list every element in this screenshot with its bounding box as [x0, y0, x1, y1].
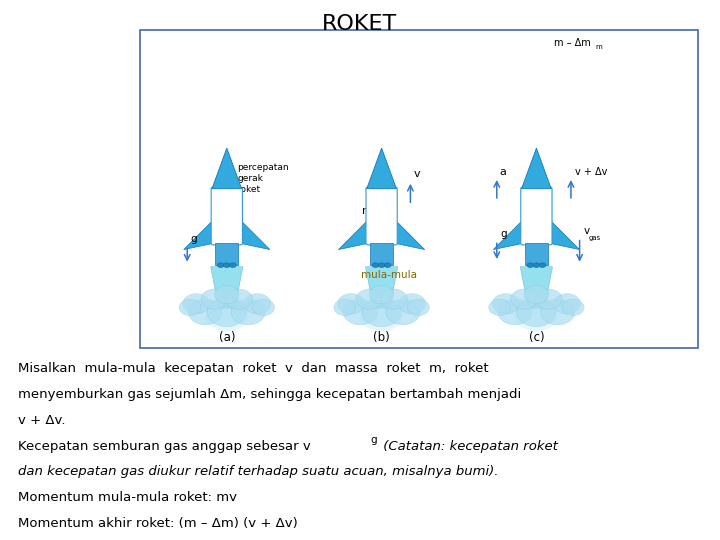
Ellipse shape: [223, 263, 230, 267]
Text: m – Δm: m – Δm: [554, 38, 591, 48]
Text: a: a: [499, 166, 506, 177]
Polygon shape: [395, 220, 425, 249]
Polygon shape: [211, 267, 243, 308]
Circle shape: [215, 285, 239, 303]
Circle shape: [225, 289, 253, 309]
Circle shape: [554, 294, 580, 314]
Text: (a): (a): [219, 331, 235, 344]
Circle shape: [510, 289, 538, 309]
Ellipse shape: [539, 263, 546, 267]
Text: Momentum mula-mula roket: mv: Momentum mula-mula roket: mv: [18, 491, 237, 504]
Text: g: g: [500, 228, 507, 239]
Circle shape: [183, 294, 210, 314]
Ellipse shape: [378, 263, 385, 267]
Circle shape: [205, 299, 248, 331]
FancyBboxPatch shape: [211, 187, 243, 245]
Circle shape: [380, 289, 408, 309]
Text: v: v: [414, 169, 420, 179]
Circle shape: [253, 299, 274, 316]
Polygon shape: [184, 220, 213, 249]
Circle shape: [334, 299, 356, 316]
Circle shape: [492, 294, 519, 314]
Polygon shape: [550, 220, 580, 249]
Text: Kecepatan semburan gas anggap sebesar v: Kecepatan semburan gas anggap sebesar v: [18, 440, 311, 453]
Text: Misalkan  mula-mula  kecepatan  roket  v  dan  massa  roket  m,  roket: Misalkan mula-mula kecepatan roket v dan…: [18, 362, 489, 375]
Ellipse shape: [527, 263, 534, 267]
Polygon shape: [212, 148, 242, 188]
FancyBboxPatch shape: [521, 187, 552, 245]
Polygon shape: [493, 220, 523, 249]
Text: menyemburkan gas sejumlah Δm, sehingga kecepatan bertambah menjadi: menyemburkan gas sejumlah Δm, sehingga k…: [18, 388, 521, 401]
Circle shape: [541, 299, 575, 325]
Circle shape: [188, 299, 222, 325]
Text: g: g: [191, 234, 197, 244]
Polygon shape: [366, 267, 397, 308]
Text: v + Δv.: v + Δv.: [18, 414, 66, 427]
Circle shape: [399, 294, 426, 314]
Text: m: m: [361, 206, 373, 215]
Circle shape: [360, 299, 403, 331]
Circle shape: [179, 299, 201, 316]
FancyBboxPatch shape: [370, 244, 393, 265]
Circle shape: [489, 299, 510, 316]
Circle shape: [408, 299, 429, 316]
FancyBboxPatch shape: [525, 244, 548, 265]
Ellipse shape: [533, 263, 540, 267]
Circle shape: [535, 289, 562, 309]
Ellipse shape: [217, 263, 224, 267]
Text: g: g: [371, 435, 377, 445]
Text: v: v: [583, 226, 590, 236]
Circle shape: [207, 298, 246, 327]
Circle shape: [386, 299, 420, 325]
Circle shape: [524, 285, 549, 303]
Polygon shape: [521, 267, 552, 308]
Ellipse shape: [372, 263, 379, 267]
Polygon shape: [240, 220, 270, 249]
Text: (c): (c): [528, 331, 544, 344]
Text: ROKET: ROKET: [323, 14, 397, 35]
Ellipse shape: [384, 263, 391, 267]
Text: (b): (b): [373, 331, 390, 344]
Circle shape: [369, 285, 394, 303]
Circle shape: [338, 294, 364, 314]
FancyBboxPatch shape: [215, 244, 238, 265]
Circle shape: [517, 298, 556, 327]
Circle shape: [244, 294, 271, 314]
Circle shape: [356, 289, 383, 309]
FancyBboxPatch shape: [366, 187, 397, 245]
Text: mula-mula: mula-mula: [361, 271, 417, 280]
Circle shape: [343, 299, 377, 325]
Text: g: g: [189, 539, 196, 540]
Text: gas: gas: [589, 235, 601, 241]
Text: dan kecepatan gas diukur relatif terhadap suatu acuan, misalnya bumi).: dan kecepatan gas diukur relatif terhada…: [18, 465, 498, 478]
Text: percepatan
gerak
roket: percepatan gerak roket: [238, 163, 289, 194]
Polygon shape: [338, 220, 368, 249]
Circle shape: [231, 299, 266, 325]
Text: v + Δv: v + Δv: [575, 166, 607, 177]
Circle shape: [515, 299, 558, 331]
Text: Momentum akhir roket: (m – Δm) (v + Δv): Momentum akhir roket: (m – Δm) (v + Δv): [18, 517, 298, 530]
Bar: [140, 30, 698, 348]
Circle shape: [498, 299, 532, 325]
Circle shape: [562, 299, 584, 316]
Ellipse shape: [230, 263, 236, 267]
Circle shape: [362, 298, 401, 327]
Text: (Catatan: kecepatan roket: (Catatan: kecepatan roket: [379, 440, 558, 453]
Circle shape: [201, 289, 228, 309]
Polygon shape: [521, 148, 552, 188]
Polygon shape: [366, 148, 397, 188]
Text: m: m: [595, 44, 602, 50]
